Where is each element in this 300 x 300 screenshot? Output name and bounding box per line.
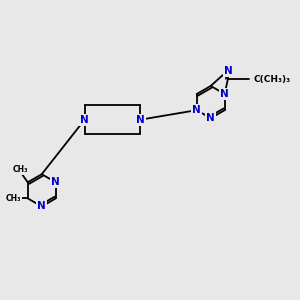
Text: N: N	[192, 105, 201, 115]
Text: N: N	[220, 89, 229, 99]
Text: CH₃: CH₃	[6, 194, 21, 203]
Text: N: N	[206, 113, 215, 123]
Text: N: N	[136, 115, 145, 125]
Text: CH₃: CH₃	[12, 165, 28, 174]
Text: N: N	[80, 115, 89, 125]
Text: N: N	[38, 202, 46, 212]
Text: N: N	[224, 66, 233, 76]
Text: C(CH₃)₃: C(CH₃)₃	[253, 74, 290, 83]
Text: N: N	[51, 177, 60, 187]
